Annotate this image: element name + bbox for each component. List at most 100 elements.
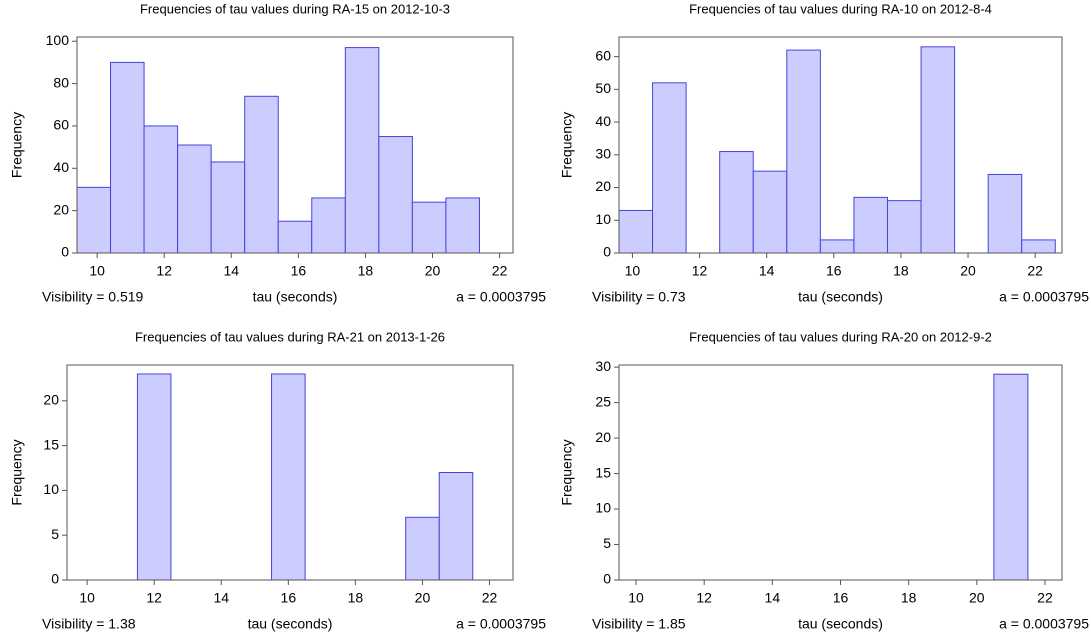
- y-tick-label: 5: [603, 535, 611, 551]
- x-tick-label: 22: [482, 590, 498, 606]
- x-tick-label: 18: [901, 590, 917, 606]
- x-tick-label: 14: [223, 263, 239, 279]
- visibility-note: Visibility = 0.519: [42, 289, 144, 305]
- x-tick-label: 18: [348, 590, 364, 606]
- bar: [438, 472, 474, 581]
- x-tick-label: 10: [89, 263, 105, 279]
- x-axis-label: tau (seconds): [248, 616, 333, 632]
- bar: [143, 125, 179, 254]
- a-note: a = 0.0003795: [999, 289, 1089, 305]
- a-note: a = 0.0003795: [456, 289, 546, 305]
- y-tick-label: 30: [595, 358, 611, 374]
- y-tick-label: 20: [595, 429, 611, 445]
- x-tick-label: 12: [696, 590, 712, 606]
- chart-title: Frequencies of tau values during RA-21 o…: [135, 329, 445, 344]
- x-tick-label: 12: [692, 263, 708, 279]
- bar: [819, 239, 855, 254]
- y-tick-label: 0: [603, 571, 611, 587]
- x-tick-label: 22: [1027, 263, 1043, 279]
- y-axis-label: Frequency: [9, 439, 25, 505]
- bar: [405, 516, 440, 581]
- y-tick-label: 40: [595, 113, 611, 129]
- bar: [752, 170, 788, 254]
- y-tick-label: 40: [53, 159, 69, 175]
- y-tick-label: 30: [595, 146, 611, 162]
- visibility-note: Visibility = 0.73: [592, 289, 686, 305]
- y-tick-label: 60: [53, 117, 69, 133]
- y-tick-label: 0: [51, 571, 59, 587]
- plot-frame: [76, 36, 514, 254]
- x-tick-label: 20: [425, 263, 441, 279]
- y-tick-label: 15: [595, 464, 611, 480]
- x-tick-label: 16: [281, 590, 297, 606]
- bar: [920, 46, 956, 254]
- x-tick-label: 12: [156, 263, 172, 279]
- bar: [786, 49, 821, 254]
- y-tick-label: 10: [43, 481, 59, 497]
- y-tick-label: 10: [595, 500, 611, 516]
- bar: [210, 161, 246, 254]
- y-tick-label: 0: [603, 244, 611, 260]
- x-tick-label: 10: [79, 590, 95, 606]
- chart-title: Frequencies of tau values during RA-15 o…: [140, 1, 450, 16]
- bar: [110, 61, 145, 254]
- x-tick-label: 10: [628, 590, 644, 606]
- chart-title: Frequencies of tau values during RA-10 o…: [689, 1, 992, 16]
- chart-title: Frequencies of tau values during RA-20 o…: [689, 329, 992, 344]
- a-note: a = 0.0003795: [999, 616, 1089, 632]
- y-tick-label: 20: [53, 201, 69, 217]
- bar: [277, 220, 313, 254]
- bar: [719, 151, 754, 254]
- bar: [618, 209, 654, 254]
- bar: [1021, 239, 1056, 254]
- bar: [987, 173, 1023, 254]
- y-axis-label: Frequency: [9, 112, 25, 178]
- bar: [886, 200, 922, 254]
- x-tick-label: 16: [826, 263, 842, 279]
- visibility-note: Visibility = 1.38: [42, 616, 136, 632]
- x-tick-label: 22: [1037, 590, 1053, 606]
- y-axis-label: Frequency: [559, 112, 575, 178]
- bar: [76, 186, 112, 254]
- bar: [411, 201, 447, 254]
- plot-frame: [618, 36, 1063, 254]
- x-tick-label: 14: [765, 590, 781, 606]
- y-tick-label: 60: [595, 47, 611, 63]
- x-tick-label: 16: [833, 590, 849, 606]
- x-tick-label: 18: [358, 263, 374, 279]
- x-axis-label: tau (seconds): [253, 289, 338, 305]
- y-tick-label: 80: [53, 74, 69, 90]
- bar: [271, 373, 306, 581]
- bar: [311, 197, 346, 254]
- x-tick-label: 20: [969, 590, 985, 606]
- bar: [244, 95, 279, 254]
- y-tick-label: 100: [46, 32, 70, 48]
- bar: [136, 373, 172, 581]
- y-tick-label: 50: [595, 80, 611, 96]
- x-tick-label: 12: [146, 590, 162, 606]
- plot-frame: [66, 364, 514, 581]
- y-axis-label: Frequency: [559, 439, 575, 505]
- x-tick-label: 20: [415, 590, 431, 606]
- bar: [344, 47, 380, 254]
- visibility-note: Visibility = 1.85: [592, 616, 686, 632]
- y-tick-label: 10: [595, 211, 611, 227]
- bar: [378, 136, 413, 254]
- x-tick-label: 22: [492, 263, 508, 279]
- y-tick-label: 25: [595, 393, 611, 409]
- x-tick-label: 10: [625, 263, 641, 279]
- x-tick-label: 14: [213, 590, 229, 606]
- x-axis-label: tau (seconds): [798, 616, 883, 632]
- bar: [177, 144, 212, 254]
- y-tick-label: 20: [43, 392, 59, 408]
- y-tick-label: 5: [51, 526, 59, 542]
- y-tick-label: 15: [43, 436, 59, 452]
- x-tick-label: 20: [960, 263, 976, 279]
- x-tick-label: 16: [291, 263, 307, 279]
- x-tick-label: 18: [893, 263, 909, 279]
- bar: [853, 196, 888, 254]
- y-tick-label: 0: [61, 244, 69, 260]
- bar: [993, 373, 1029, 581]
- y-tick-label: 20: [595, 178, 611, 194]
